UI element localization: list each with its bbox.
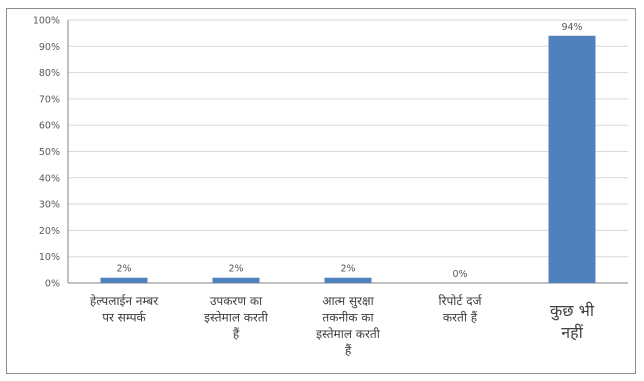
y-tick-label: 100% (33, 16, 60, 27)
x-tick-label: रिपोर्ट दर्ज (438, 294, 482, 308)
x-tick-label: हैं (233, 327, 240, 341)
x-tick-label: हैं (345, 344, 352, 358)
data-label: 2% (116, 264, 131, 275)
x-tick-label: करती हैं (443, 311, 478, 325)
bar (324, 277, 372, 283)
x-tick-label: नहीं (561, 323, 583, 342)
x-tick-label: पर सम्पर्क (102, 311, 146, 325)
y-tick-label: 10% (39, 252, 60, 263)
y-tick-label: 80% (39, 68, 60, 79)
y-tick-label: 90% (39, 42, 60, 53)
data-label: 94% (561, 22, 582, 33)
x-tick-label: इस्तेमाल करती (316, 327, 381, 341)
x-tick-label: हेल्पलाईन नम्बर (90, 294, 159, 308)
x-tick-label: आत्म सुरक्षा (322, 294, 374, 309)
y-tick-label: 30% (39, 200, 60, 211)
chart-frame (6, 8, 636, 374)
y-tick-label: 50% (39, 147, 60, 158)
bar (212, 277, 260, 283)
data-label: 2% (340, 264, 355, 275)
x-tick-label: कुछ भी (550, 301, 595, 321)
x-tick-label: इस्तेमाल करती (204, 311, 269, 325)
y-tick-label: 20% (39, 226, 60, 237)
y-tick-label: 40% (39, 173, 60, 184)
bar (548, 35, 596, 283)
x-tick-label: उपकरण का (210, 294, 263, 308)
y-tick-label: 70% (39, 94, 60, 105)
data-label: 2% (228, 264, 243, 275)
data-label: 0% (452, 269, 467, 280)
y-tick-label: 60% (39, 121, 60, 132)
bar (100, 277, 148, 283)
x-tick-label: तकनीक का (322, 311, 374, 325)
y-tick-label: 0% (45, 279, 60, 290)
